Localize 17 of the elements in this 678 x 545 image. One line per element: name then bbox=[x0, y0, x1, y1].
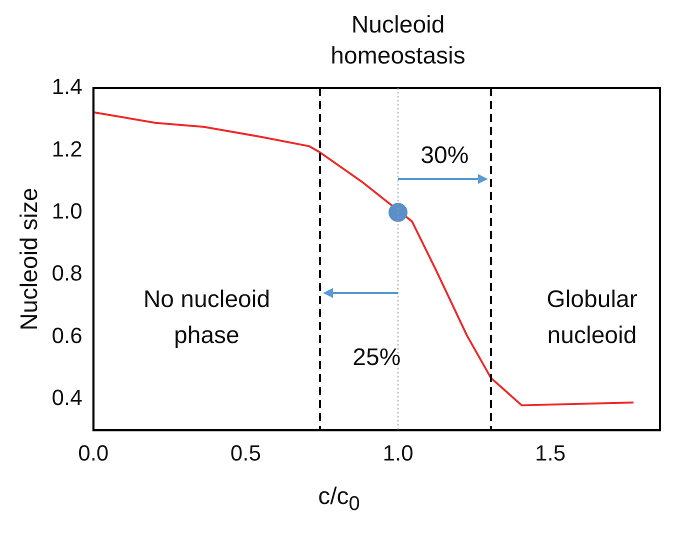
x-tick-label: 0.5 bbox=[230, 440, 261, 466]
y-tick-label: 0.4 bbox=[52, 385, 82, 410]
annotation: Globular nucleoid bbox=[546, 286, 638, 349]
y-tick-label: 1.0 bbox=[52, 198, 82, 224]
x-axis-title: c/c$_{0}$ bbox=[317, 483, 361, 516]
annotation: 30% bbox=[420, 142, 469, 170]
chart-title: Nucleoid homeostasis bbox=[330, 12, 466, 70]
x-tick-label: 0.0 bbox=[78, 440, 109, 466]
x-tick-label: 1.0 bbox=[382, 440, 414, 466]
annotation: 25% bbox=[352, 344, 401, 371]
y-tick-label: 0.8 bbox=[52, 260, 82, 286]
y-tick-label: 0.6 bbox=[52, 322, 82, 348]
annotation: No nucleoid phase bbox=[143, 286, 270, 349]
y-tick-label: 1.2 bbox=[52, 136, 82, 162]
y-axis-title: Nucleoid size bbox=[16, 188, 44, 330]
x-tick-label: 1.5 bbox=[535, 440, 566, 466]
y-tick-label: 1.4 bbox=[52, 74, 82, 100]
